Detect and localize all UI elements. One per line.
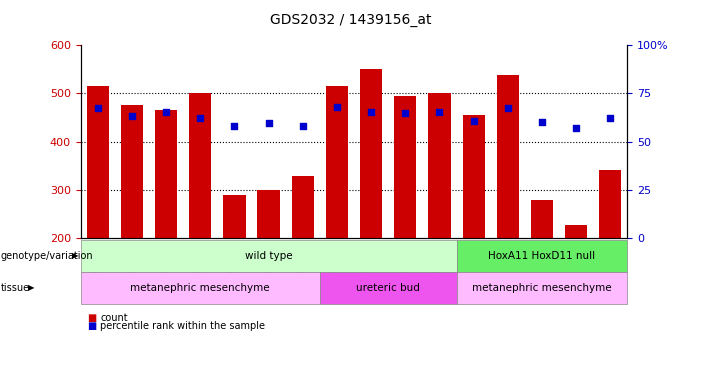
Point xyxy=(263,120,274,126)
Bar xyxy=(497,75,519,238)
Point xyxy=(126,113,137,119)
Text: wild type: wild type xyxy=(245,251,292,261)
Bar xyxy=(224,195,245,238)
Bar xyxy=(155,110,177,238)
Bar xyxy=(326,86,348,238)
Point xyxy=(297,123,308,129)
Bar xyxy=(121,105,143,238)
Bar xyxy=(360,69,382,238)
Bar xyxy=(87,86,109,238)
Bar xyxy=(257,190,280,238)
Text: genotype/variation: genotype/variation xyxy=(1,251,93,261)
Point xyxy=(468,118,479,124)
Point xyxy=(400,110,411,116)
Text: ▶: ▶ xyxy=(72,252,79,261)
Text: ureteric bud: ureteric bud xyxy=(356,283,420,293)
Point xyxy=(92,105,103,111)
Point xyxy=(605,116,616,122)
Point xyxy=(195,116,206,122)
Point xyxy=(502,105,513,111)
Text: ▶: ▶ xyxy=(28,284,34,292)
Point xyxy=(365,109,376,115)
Text: count: count xyxy=(100,313,128,323)
Point xyxy=(571,125,582,131)
Text: GDS2032 / 1439156_at: GDS2032 / 1439156_at xyxy=(270,13,431,27)
Text: metanephric mesenchyme: metanephric mesenchyme xyxy=(130,283,270,293)
Bar xyxy=(292,176,314,238)
Bar xyxy=(428,93,451,238)
Point xyxy=(161,109,172,115)
Text: percentile rank within the sample: percentile rank within the sample xyxy=(100,321,265,331)
Text: HoxA11 HoxD11 null: HoxA11 HoxD11 null xyxy=(489,251,596,261)
Bar xyxy=(565,225,587,238)
Bar xyxy=(599,170,621,238)
Text: metanephric mesenchyme: metanephric mesenchyme xyxy=(472,283,612,293)
Point xyxy=(229,123,240,129)
Bar xyxy=(394,96,416,238)
Bar xyxy=(463,115,484,238)
Text: ■: ■ xyxy=(88,321,97,331)
Text: tissue: tissue xyxy=(1,283,30,293)
Point xyxy=(434,109,445,115)
Bar xyxy=(531,201,553,238)
Text: ■: ■ xyxy=(88,313,97,323)
Bar xyxy=(189,93,211,238)
Point xyxy=(332,104,343,110)
Point xyxy=(536,119,547,125)
